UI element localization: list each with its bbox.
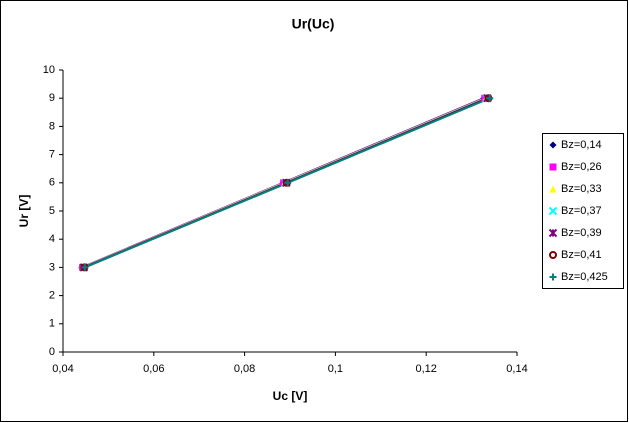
x-tick-label: 0,1 xyxy=(328,363,343,375)
y-tick-label: 2 xyxy=(49,290,55,302)
legend-label: Bz=0,37 xyxy=(561,205,602,217)
y-axis-title: Ur [V] xyxy=(17,195,31,228)
legend-marker xyxy=(548,206,558,216)
legend-label: Bz=0,39 xyxy=(561,227,602,239)
y-tick-label: 4 xyxy=(49,233,55,245)
x-tick-label: 0,12 xyxy=(415,363,436,375)
y-tick-label: 7 xyxy=(49,149,55,161)
legend-marker xyxy=(549,273,557,281)
legend-marker xyxy=(549,163,557,171)
legend-label: Bz=0,425 xyxy=(561,271,608,283)
x-tick-label: 0,14 xyxy=(506,363,527,375)
data-point xyxy=(284,179,292,187)
legend-label: Bz=0,33 xyxy=(561,183,602,195)
x-tick-label: 0,04 xyxy=(52,363,73,375)
y-tick-label: 8 xyxy=(49,120,55,132)
legend-box xyxy=(542,133,624,289)
y-tick-label: 10 xyxy=(43,64,55,76)
legend-marker xyxy=(548,228,558,238)
legend-label: Bz=0,26 xyxy=(561,161,602,173)
x-tick-label: 0,06 xyxy=(143,363,164,375)
legend-label: Bz=0,41 xyxy=(561,249,602,261)
y-tick-label: 1 xyxy=(49,318,55,330)
data-point xyxy=(81,263,89,271)
legend-marker xyxy=(549,251,557,259)
y-tick-label: 6 xyxy=(49,177,55,189)
legend-marker xyxy=(549,185,557,193)
y-tick-label: 3 xyxy=(49,261,55,273)
legend-label: Bz=0,14 xyxy=(561,139,602,151)
legend-marker xyxy=(549,141,557,149)
y-tick-label: 5 xyxy=(49,205,55,217)
x-axis-title: Uc [V] xyxy=(273,389,308,403)
data-point xyxy=(486,94,494,102)
y-tick-label: 9 xyxy=(49,92,55,104)
chart-title: Ur(Uc) xyxy=(292,16,335,32)
x-tick-label: 0,08 xyxy=(234,363,255,375)
y-tick-label: 0 xyxy=(49,346,55,358)
